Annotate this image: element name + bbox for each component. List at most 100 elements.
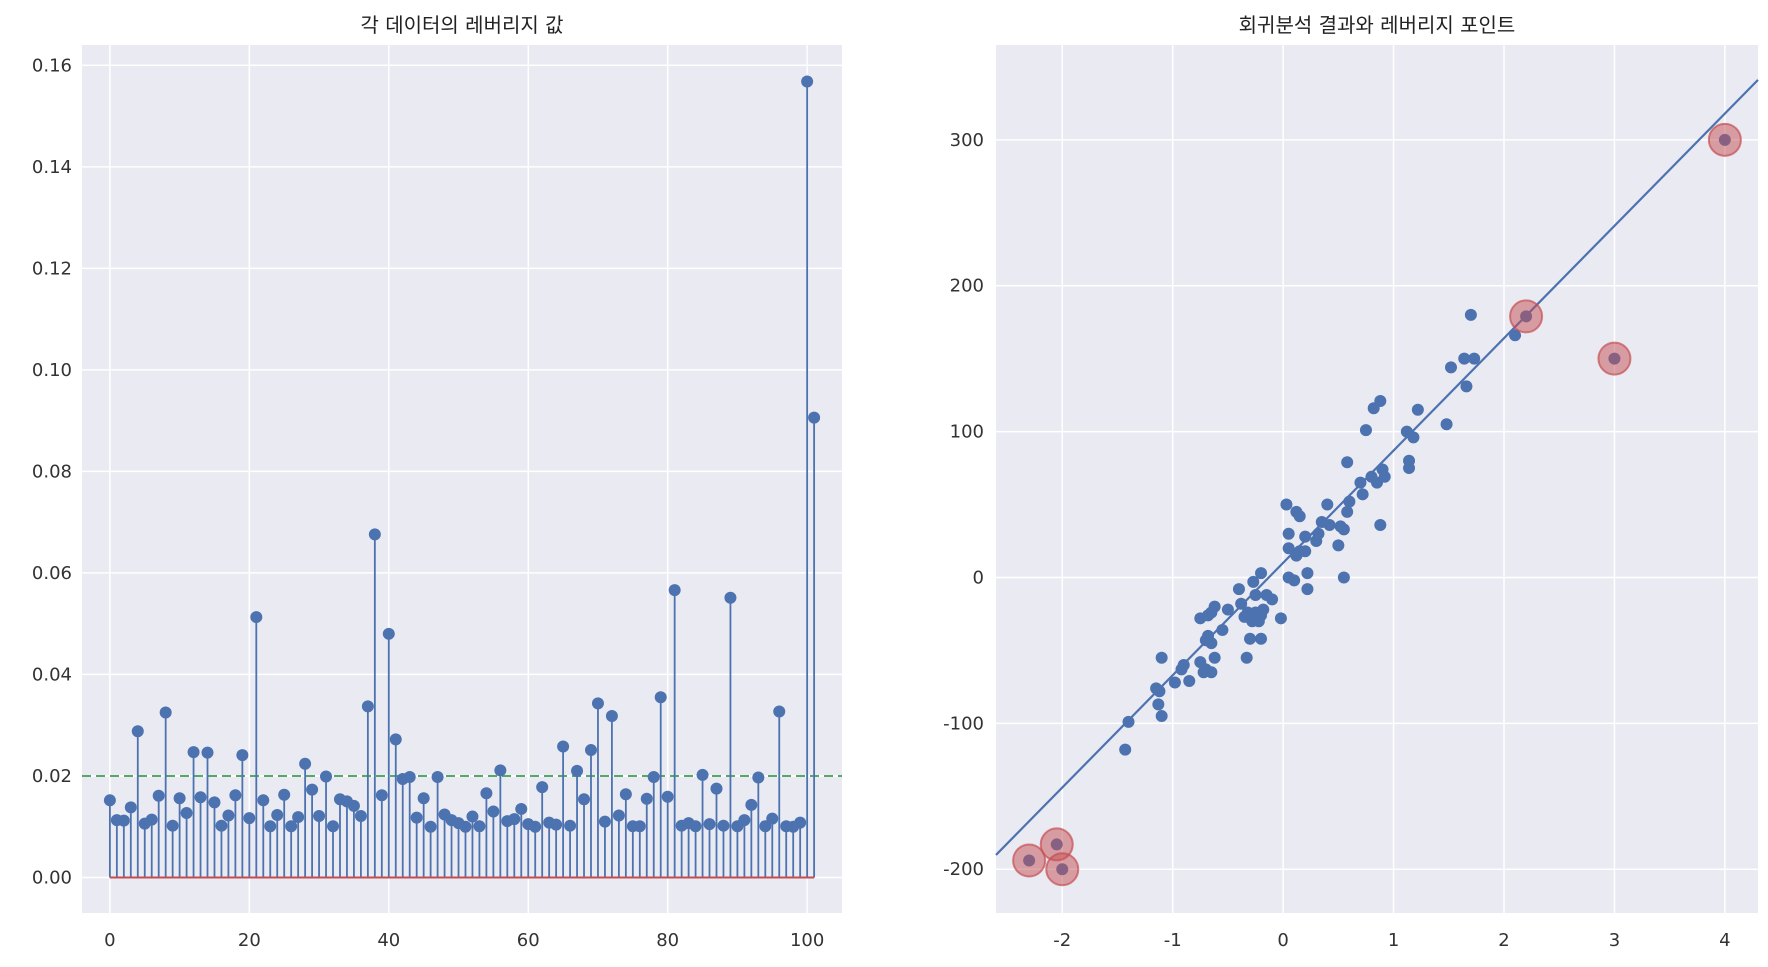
leverage-marker bbox=[194, 791, 207, 804]
leverage-marker bbox=[578, 793, 591, 806]
scatter-point bbox=[1282, 527, 1295, 540]
leverage-marker bbox=[724, 591, 737, 604]
scatter-point bbox=[1341, 505, 1354, 518]
leverage-marker bbox=[152, 789, 165, 802]
scatter-point bbox=[1152, 698, 1165, 711]
scatter-point bbox=[1374, 394, 1387, 407]
leverage-marker bbox=[180, 807, 193, 820]
leverage-marker bbox=[668, 584, 681, 597]
leverage-marker bbox=[187, 746, 200, 759]
leverage-marker bbox=[557, 740, 570, 753]
leverage-marker bbox=[215, 819, 228, 832]
scatter-point bbox=[1332, 539, 1345, 552]
scatter-point bbox=[1155, 651, 1168, 664]
right-x-tick-label: -2 bbox=[1053, 930, 1071, 951]
scatter-point bbox=[1255, 567, 1268, 580]
leverage-marker bbox=[536, 781, 549, 794]
leverage-marker bbox=[752, 771, 765, 784]
right-y-tick-label: 300 bbox=[950, 130, 984, 151]
leverage-marker bbox=[124, 801, 137, 814]
scatter-points bbox=[1023, 133, 1731, 876]
scatter-point bbox=[1293, 510, 1306, 523]
leverage-stems bbox=[108, 81, 816, 878]
leverage-marker bbox=[361, 700, 374, 713]
scatter-point bbox=[1341, 456, 1354, 469]
leverage-marker bbox=[375, 789, 388, 802]
leverage-marker bbox=[738, 814, 751, 827]
leverage-marker bbox=[354, 810, 367, 823]
scatter-point bbox=[1440, 418, 1453, 431]
leverage-marker bbox=[299, 757, 312, 770]
leverage-marker bbox=[654, 691, 667, 704]
left-y-tick-label: 0.14 bbox=[32, 157, 72, 178]
leverage-marker bbox=[285, 820, 298, 833]
leverage-marker bbox=[347, 799, 360, 812]
scatter-point bbox=[1280, 498, 1293, 511]
leverage-marker bbox=[417, 792, 430, 805]
scatter-point bbox=[1274, 612, 1287, 625]
scatter-point bbox=[1464, 308, 1477, 321]
scatter-point bbox=[1257, 603, 1270, 616]
leverage-marker bbox=[591, 697, 604, 710]
leverage-marker bbox=[431, 770, 444, 783]
leverage-marker bbox=[159, 706, 172, 719]
right-x-tick-label: 0 bbox=[1277, 930, 1288, 951]
right-y-tick-label: -100 bbox=[943, 713, 984, 734]
leverage-marker bbox=[633, 820, 646, 833]
leverage-marker bbox=[236, 749, 249, 762]
scatter-point bbox=[1119, 743, 1132, 756]
leverage-marker bbox=[598, 815, 611, 828]
scatter-point bbox=[1468, 352, 1481, 365]
leverage-markers bbox=[103, 75, 821, 833]
leverage-marker bbox=[145, 813, 158, 826]
leverage-marker bbox=[466, 810, 479, 823]
leverage-marker bbox=[271, 809, 284, 822]
leverage-marker bbox=[264, 820, 277, 833]
leverage-marker bbox=[640, 792, 653, 805]
leverage-marker bbox=[257, 794, 270, 807]
scatter-point bbox=[1249, 588, 1262, 601]
leverage-point-highlight bbox=[1012, 843, 1047, 878]
leverage-marker bbox=[243, 812, 256, 825]
leverage-marker bbox=[689, 820, 702, 833]
leverage-marker bbox=[208, 796, 221, 809]
leverage-marker bbox=[382, 627, 395, 640]
left-y-tick-label: 0.02 bbox=[32, 766, 72, 787]
scatter-point bbox=[1168, 676, 1181, 689]
right-y-tick-label: -200 bbox=[943, 859, 984, 880]
leverage-marker bbox=[487, 805, 500, 818]
left-y-tick-label: 0.06 bbox=[32, 563, 72, 584]
leverage-marker bbox=[717, 819, 730, 832]
scatter-point bbox=[1153, 685, 1166, 698]
left-x-tick-label: 20 bbox=[238, 930, 261, 951]
scatter-point bbox=[1337, 523, 1350, 536]
right-chart-title: 회귀분석 결과와 레버리지 포인트 bbox=[1239, 13, 1516, 37]
leverage-marker bbox=[166, 819, 179, 832]
leverage-marker bbox=[759, 820, 772, 833]
leverage-marker bbox=[550, 818, 563, 831]
scatter-point bbox=[1288, 574, 1301, 587]
leverage-marker bbox=[508, 813, 521, 826]
scatter-point bbox=[1240, 651, 1253, 664]
scatter-point bbox=[1122, 715, 1135, 728]
leverage-marker bbox=[571, 764, 584, 777]
leverage-marker bbox=[605, 710, 618, 723]
scatter-point bbox=[1460, 380, 1473, 393]
left-x-tick-label: 80 bbox=[656, 930, 679, 951]
regression-scatter-chart: -2 -1 0 1 2 3 4 -200 -100 0 100 200 300 회귀분석 결과와 레버리… bbox=[943, 13, 1759, 951]
scatter-point bbox=[1235, 597, 1248, 610]
leverage-marker bbox=[612, 809, 625, 822]
scatter-point bbox=[1299, 545, 1312, 558]
left-x-tick-label: 0 bbox=[104, 930, 115, 951]
leverage-marker bbox=[424, 820, 437, 833]
scatter-point bbox=[1343, 495, 1356, 508]
leverage-marker bbox=[515, 802, 528, 815]
left-chart-title: 각 데이터의 레버리지 값 bbox=[360, 13, 563, 37]
scatter-point bbox=[1205, 666, 1218, 679]
leverage-marker bbox=[808, 411, 821, 424]
leverage-marker bbox=[459, 820, 472, 833]
leverage-point-highlight bbox=[1509, 299, 1544, 334]
scatter-point bbox=[1411, 403, 1424, 416]
left-x-tick-label: 40 bbox=[377, 930, 400, 951]
